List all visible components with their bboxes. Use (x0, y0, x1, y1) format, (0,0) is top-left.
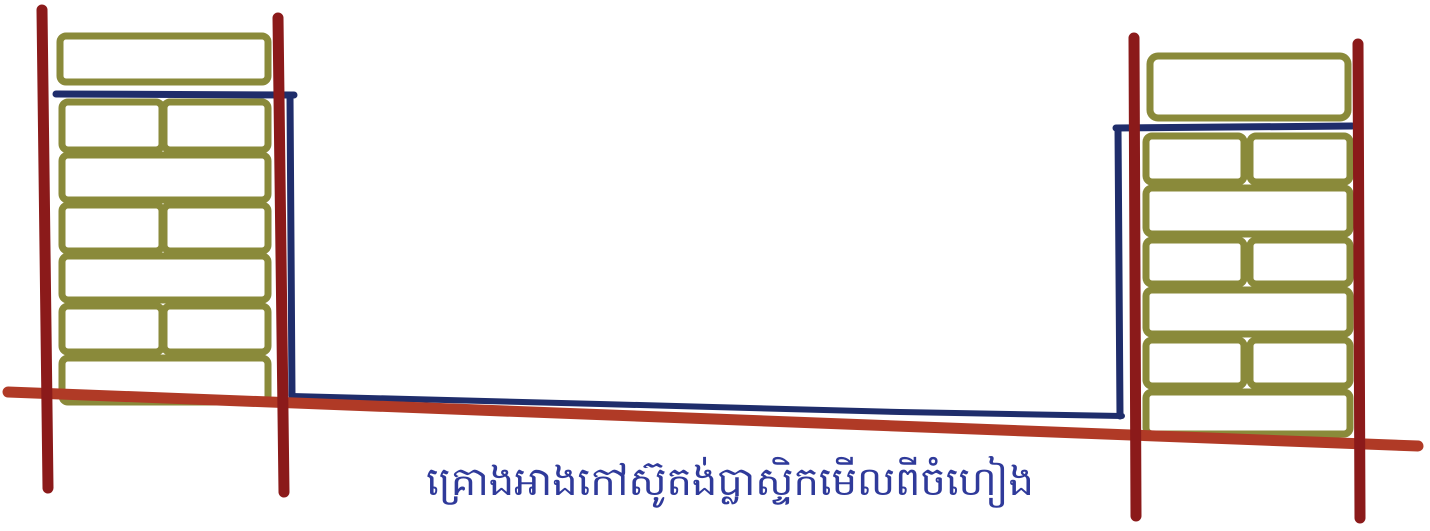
brick (160, 201, 272, 255)
brick (58, 302, 166, 356)
liner-right-side (1114, 124, 1124, 420)
plastic-liner (52, 90, 1356, 420)
liner-top-left (52, 90, 298, 99)
brick (1142, 236, 1248, 288)
brick (1146, 52, 1352, 122)
liner-left-side (286, 92, 296, 400)
right-brick-wall (1142, 52, 1354, 438)
brick (1142, 286, 1354, 338)
brick (58, 252, 272, 304)
brick (1142, 388, 1354, 438)
post-left-inner (272, 12, 290, 498)
brick (1142, 184, 1354, 238)
brick (56, 32, 272, 86)
brick (1142, 132, 1248, 186)
brick (58, 98, 166, 154)
brick (160, 302, 272, 356)
brick (1246, 336, 1354, 390)
brick (1246, 236, 1354, 288)
diagram-caption: គ្រោងអាងកៅស៊ូតង់ប្លាស្ទិកមើលពីចំហៀង (426, 459, 1034, 505)
brick (58, 201, 166, 255)
brick (1142, 336, 1248, 390)
brick (58, 151, 272, 204)
brick (160, 98, 272, 154)
post-left-outer (36, 4, 54, 494)
posts (36, 4, 1366, 524)
liner-bottom (289, 393, 1125, 419)
liner-top-right (1112, 122, 1356, 132)
post-right-outer (1352, 38, 1366, 524)
ground-line (2, 386, 1424, 452)
brick (1246, 132, 1354, 186)
post-right-inner (1128, 32, 1142, 522)
